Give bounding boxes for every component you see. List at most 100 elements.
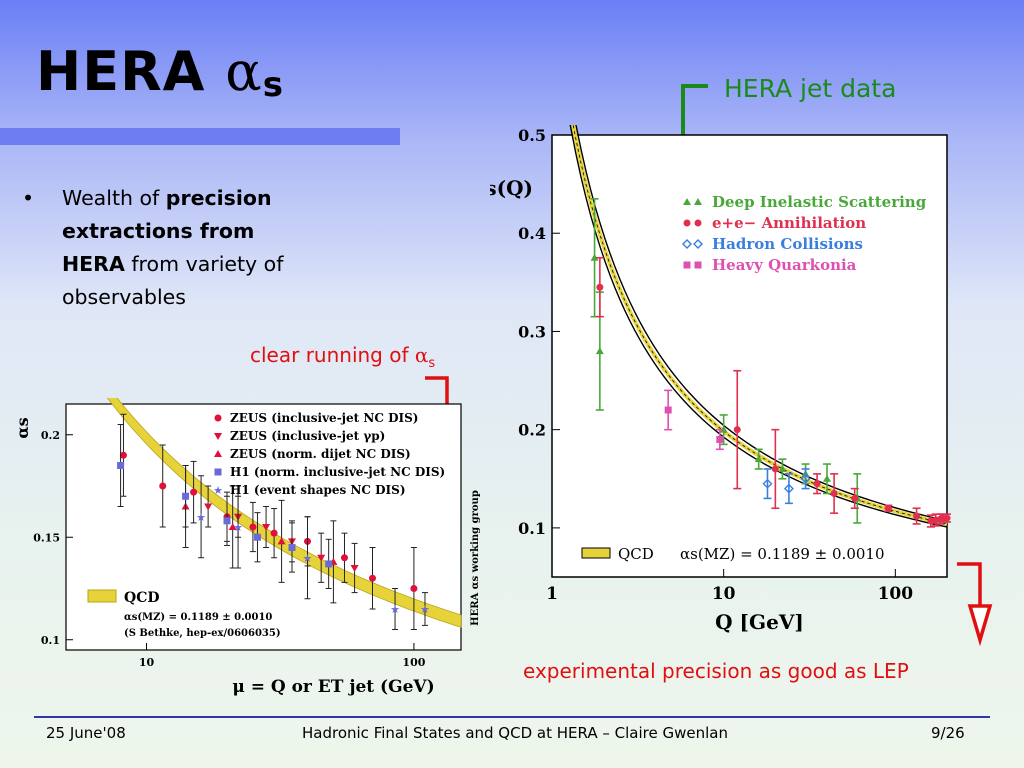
legend-entry: e+e− Annihilation (712, 214, 866, 232)
legend-marker (214, 450, 222, 457)
data-point (190, 488, 198, 496)
legend-marker (214, 433, 222, 440)
data-point: ★ (196, 511, 206, 524)
qcd-legend-label: QCD (618, 545, 654, 563)
legend-entry: Deep Inelastic Scattering (712, 193, 927, 211)
data-point (778, 464, 787, 472)
x-tick-label: 100 (402, 656, 425, 669)
data-point (783, 483, 794, 494)
qcd-legend-value: αs(MZ) = 0.1189 ± 0.0010 (680, 545, 885, 563)
data-point (262, 524, 271, 531)
title-main: HERA (36, 40, 206, 103)
legend-marker (694, 198, 702, 205)
series-0 (119, 413, 418, 630)
footer-title: Hadronic Final States and QCD at HERA – … (302, 724, 728, 742)
series-4: ★ ★ ★ ★ ★ (196, 475, 430, 630)
running-sub: s (428, 356, 436, 371)
legend-marker: ★ (213, 484, 223, 497)
red-bracket-arrow-lep (957, 562, 993, 647)
qcd-legend-swatch (581, 547, 611, 559)
data-point: ★ (420, 603, 430, 616)
hera-alpha-s-plot: 0.1 0.15 0.2 10 100 μ = Q or ET jet (GeV) αs HE… (8, 322, 488, 708)
legend-marker (683, 219, 691, 227)
y-tick-label: 0.2 (518, 421, 546, 440)
data-point (943, 514, 951, 522)
data-point: ★ (390, 603, 400, 616)
legend-marker (214, 468, 222, 476)
annotation-hera-jet-data: HERA jet data (724, 74, 897, 103)
legend-marker (693, 239, 703, 249)
legend-entry: ZEUS (inclusive-jet NC DIS) (230, 411, 418, 425)
x-axis-label: μ = Q or ET jet (GeV) (232, 677, 434, 697)
legend-entry: H1 (event shapes NC DIS) (230, 483, 406, 497)
bullet-bold: precision extractions from HERA (62, 186, 272, 276)
title-alpha: α (225, 40, 263, 103)
data-point (913, 512, 921, 520)
y-tick-label: 0.2 (41, 429, 60, 442)
x-tick-label: 10 (712, 584, 736, 604)
data-point (410, 585, 418, 592)
data-point (664, 406, 672, 414)
qcd-legend-ref: (S Bethke, hep-ex/0606035) (124, 628, 281, 639)
bullet-post: from variety of observables (62, 252, 284, 309)
footer-page-number: 9/26 (931, 724, 965, 742)
y-tick-label: 0.15 (33, 531, 60, 544)
data-point (813, 480, 821, 488)
y-tick-label: 0.4 (518, 224, 546, 243)
legend-entry: ZEUS (norm. dijet NC DIS) (230, 447, 411, 461)
data-point: ★ (303, 552, 313, 565)
running-alpha: α (414, 343, 429, 367)
x-tick-label: 1 (546, 584, 558, 604)
bullet-text: Wealth of precision extractions from HER… (62, 182, 292, 314)
annotation-lep-precision: experimental precision as good as LEP (523, 659, 909, 683)
data-point (823, 474, 832, 482)
data-point (204, 503, 213, 511)
data-point (596, 283, 604, 291)
data-point (228, 523, 237, 530)
data-point (325, 560, 333, 568)
legend-entry: Hadron Collisions (712, 235, 863, 253)
title-subscript: s (262, 65, 284, 105)
title-underline-bar (0, 128, 400, 145)
side-label: HERA αs working group (470, 490, 481, 626)
legend-entry: Heavy Quarkonia (712, 256, 857, 274)
series-3 (117, 424, 333, 589)
footer-divider (34, 716, 990, 718)
data-point (223, 517, 231, 525)
x-tick-label: 10 (139, 656, 155, 669)
data-point (253, 533, 261, 541)
data-point (270, 529, 278, 537)
legend-marker (694, 261, 702, 269)
legend-entry: H1 (norm. inclusive-jet NC DIS) (230, 465, 445, 479)
slide-title: HERA αs (36, 40, 284, 105)
y-tick-label: 0.3 (518, 322, 546, 341)
legend-marker (683, 261, 691, 269)
x-axis-label: Q [GeV] (715, 610, 804, 634)
y-axis-label: αs (13, 417, 32, 438)
x-tick-label: 100 (878, 584, 914, 604)
hera-plot-svg: 0.1 0.15 0.2 10 100 μ = Q or ET jet (GeV) αs HE… (13, 322, 481, 697)
data-point (733, 426, 741, 434)
legend-marker (682, 239, 692, 249)
qcd-band-lower (555, 36, 948, 528)
data-point (288, 544, 296, 551)
data-point: ★ (233, 521, 243, 534)
qcd-band (554, 0, 948, 528)
data-point (851, 494, 859, 502)
data-point (350, 565, 359, 572)
data-point (117, 462, 125, 469)
data-point (830, 490, 838, 498)
qcd-legend-label: QCD (124, 590, 159, 606)
data-point (119, 451, 127, 459)
running-plot-svg: 0.1 0.2 0.3 0.4 0.5 1 10 100 Q [GeV] αs(Q) Deep In… (470, 0, 951, 634)
data-point (368, 574, 376, 582)
y-tick-label: 0.1 (518, 519, 546, 538)
legend: ZEUS (inclusive-jet NC DIS) ZEUS (inclusi… (213, 411, 445, 497)
legend: Deep Inelastic Scattering e+e− Annihilati… (682, 193, 927, 274)
legend-marker (683, 198, 691, 205)
data-point (754, 455, 763, 463)
series-1 (595, 256, 951, 528)
data-point (317, 554, 326, 562)
qcd-band-upper (555, 0, 948, 522)
qcd-legend-swatch (87, 589, 117, 603)
